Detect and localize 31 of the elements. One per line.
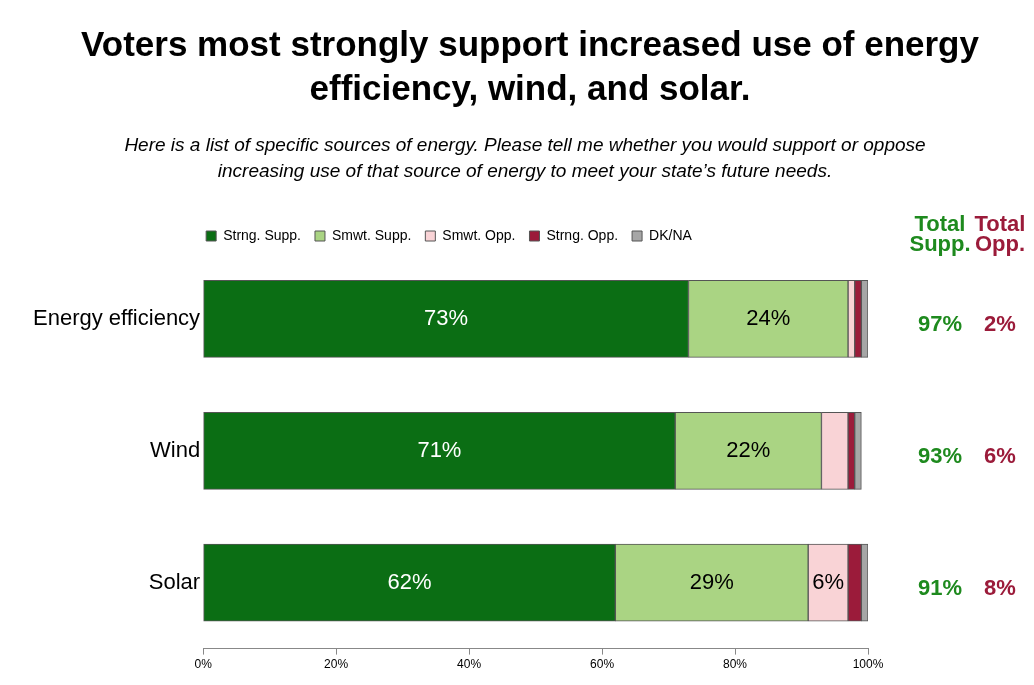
chart-subtitle: Here is a list of specific sources of energy. Please tell me whether you would support or oppose increasing use of that source of energy to meet your state’s future needs. — [123, 133, 927, 183]
text: Total Supp. — [909, 211, 971, 257]
chart-title: Voters most strongly support increased use of energy efficiency, wind, and solar. — [80, 23, 980, 109]
x-tick-label: 80% — [723, 657, 748, 672]
data-label: 62% — [387, 568, 432, 594]
legend-label: Smwt. Opp. — [442, 226, 516, 243]
data-label: 71% — [417, 436, 462, 462]
x-tick-label: 40% — [457, 657, 482, 672]
legend-label: Smwt. Supp. — [331, 226, 412, 243]
x-tick-label: 60% — [590, 657, 615, 672]
x-tick-label: 0% — [194, 657, 213, 672]
legend-label: DK/NA — [649, 226, 693, 243]
text: Total Opp. — [974, 211, 1026, 257]
text: 93% — [917, 442, 963, 468]
legend-label: Strng. Supp. — [223, 226, 301, 243]
text: 2% — [984, 311, 1016, 336]
text: 91% — [917, 574, 963, 600]
data-label: 6% — [812, 568, 845, 594]
text: 97% — [917, 311, 963, 336]
text: 8% — [984, 574, 1016, 600]
y-tick-label: Energy efficiency — [32, 305, 201, 330]
data-label: 22% — [726, 436, 771, 462]
y-tick-label: Solar — [148, 568, 201, 594]
data-label: 73% — [424, 305, 469, 330]
y-tick-label: Wind — [150, 436, 201, 462]
text: 6% — [984, 442, 1016, 468]
x-tick-label: 20% — [324, 657, 349, 672]
legend-label: Strng. Opp. — [546, 226, 619, 243]
x-tick-label: 100% — [852, 657, 884, 672]
data-label: 29% — [689, 568, 734, 594]
data-label: 24% — [746, 305, 791, 330]
